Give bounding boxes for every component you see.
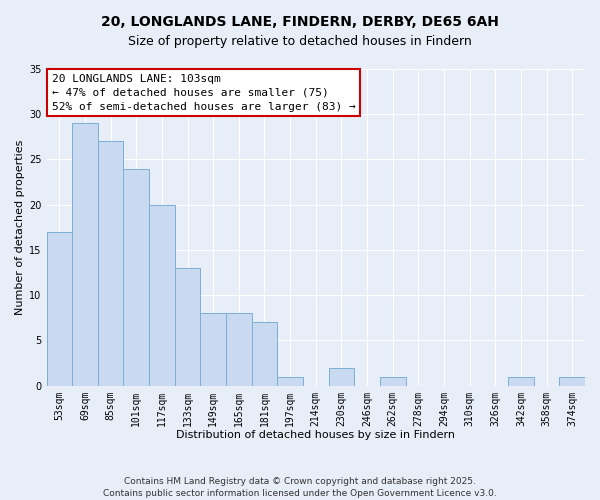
Bar bbox=[72, 124, 98, 386]
Bar bbox=[149, 204, 175, 386]
Y-axis label: Number of detached properties: Number of detached properties bbox=[15, 140, 25, 315]
Bar bbox=[277, 376, 303, 386]
Bar bbox=[200, 314, 226, 386]
Bar bbox=[251, 322, 277, 386]
Bar bbox=[175, 268, 200, 386]
Text: Contains HM Land Registry data © Crown copyright and database right 2025.
Contai: Contains HM Land Registry data © Crown c… bbox=[103, 476, 497, 498]
Bar bbox=[508, 376, 534, 386]
Text: 20, LONGLANDS LANE, FINDERN, DERBY, DE65 6AH: 20, LONGLANDS LANE, FINDERN, DERBY, DE65… bbox=[101, 15, 499, 29]
Bar bbox=[559, 376, 585, 386]
Bar bbox=[329, 368, 354, 386]
Bar bbox=[380, 376, 406, 386]
X-axis label: Distribution of detached houses by size in Findern: Distribution of detached houses by size … bbox=[176, 430, 455, 440]
Bar bbox=[226, 314, 251, 386]
Bar bbox=[98, 142, 124, 386]
Bar bbox=[124, 168, 149, 386]
Bar bbox=[47, 232, 72, 386]
Text: Size of property relative to detached houses in Findern: Size of property relative to detached ho… bbox=[128, 35, 472, 48]
Text: 20 LONGLANDS LANE: 103sqm
← 47% of detached houses are smaller (75)
52% of semi-: 20 LONGLANDS LANE: 103sqm ← 47% of detac… bbox=[52, 74, 356, 112]
